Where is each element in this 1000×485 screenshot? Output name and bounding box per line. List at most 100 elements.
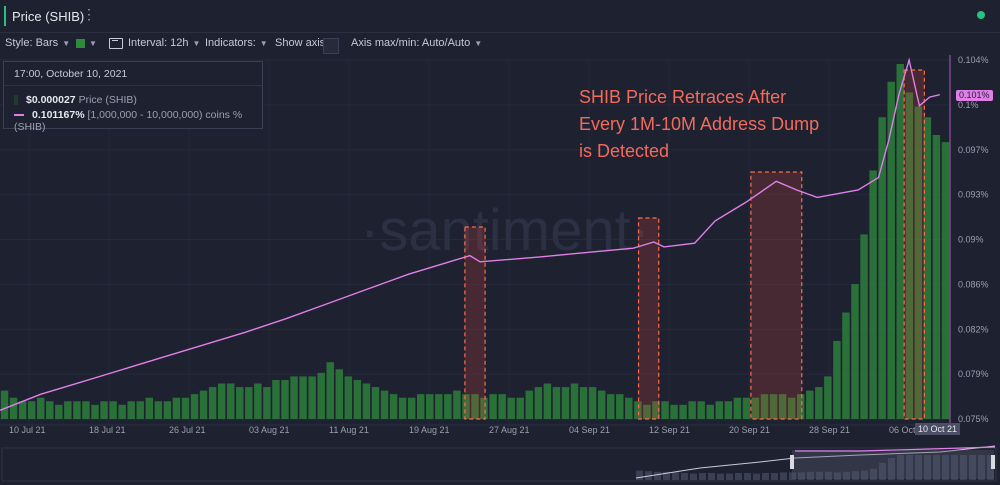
price-bar (489, 394, 497, 419)
price-bar (462, 394, 470, 419)
color-picker[interactable]: ▼ (76, 37, 97, 49)
x-axis-ticks: 10 Jul 21 18 Jul 21 26 Jul 21 03 Aug 21 11 A… (9, 425, 957, 435)
price-bar (715, 401, 724, 419)
x-tick-label: 10 Jul 21 (9, 425, 46, 435)
navigator-bar (915, 455, 922, 480)
price-bar (932, 135, 941, 419)
price-bar (91, 404, 99, 419)
axis-maxmin-label: Axis max/min: Auto/Auto (351, 37, 471, 49)
x-tick-label: 20 Sep 21 (729, 425, 770, 435)
x-tick-label: 28 Sep 21 (809, 425, 850, 435)
navigator-handle-left (790, 455, 794, 469)
navigator-bar (897, 455, 904, 480)
price-bar (136, 401, 144, 419)
axis-maxmin-dropdown[interactable]: Axis max/min: Auto/Auto ▼ (351, 37, 482, 49)
navigator-bar (681, 473, 688, 480)
kebab-icon[interactable]: ⋮ (82, 6, 96, 22)
price-bar (172, 397, 181, 419)
price-bar (498, 394, 506, 419)
price-bar (0, 390, 9, 419)
price-bar (145, 397, 154, 419)
calendar-icon (109, 37, 123, 49)
price-bar (516, 397, 524, 419)
navigator-bar (762, 473, 769, 480)
price-bar (163, 401, 172, 419)
price-bar (371, 387, 380, 419)
navigator-bar (744, 473, 751, 480)
navigator-bar (663, 471, 670, 480)
price-bar (525, 390, 534, 419)
x-tick-label: 12 Sep 21 (649, 425, 690, 435)
show-axis-toggle[interactable] (323, 38, 339, 54)
y-tick-label: 0.082% (958, 324, 989, 334)
price-bar (896, 64, 904, 419)
price-bar (724, 401, 733, 419)
legend-price-label: Price (SHIB) (78, 94, 137, 106)
navigator-bar (771, 473, 778, 480)
navigator-bar (969, 455, 976, 480)
price-bar (199, 390, 208, 419)
navigator-line (635, 445, 996, 479)
price-bar (444, 394, 452, 419)
price-bar (733, 397, 742, 419)
price-bar (778, 394, 787, 419)
price-bar (245, 387, 253, 419)
y-axis-ticks: 0.104% 0.1% 0.097% 0.093% 0.09% 0.086% 0.082% 0… (958, 55, 989, 424)
navigator-bar (789, 472, 796, 480)
price-bar (254, 383, 262, 419)
navigator-bar (825, 471, 832, 480)
price-bar (787, 397, 796, 419)
chevron-down-icon: ▼ (474, 39, 483, 48)
price-bar (36, 397, 45, 419)
x-tick-label: 27 Aug 21 (489, 425, 530, 435)
x-tick-label: 26 Jul 21 (169, 425, 206, 435)
price-bar (317, 372, 325, 419)
price-bar (652, 401, 660, 419)
price-bar (643, 404, 651, 419)
navigator-selected-line (795, 446, 996, 452)
annotation-line: is Detected (579, 141, 670, 161)
price-bar (579, 387, 588, 419)
x-tick-label: 18 Jul 21 (89, 425, 126, 435)
chevron-down-icon: ▼ (62, 39, 71, 48)
navigator-bar (933, 455, 940, 480)
price-bar (534, 387, 543, 419)
indicators-dropdown[interactable]: Indicators: ▼ (205, 37, 268, 49)
price-bar (299, 376, 307, 419)
price-bar (18, 401, 27, 419)
price-bar (625, 397, 633, 419)
x-tick-label: 03 Aug 21 (249, 425, 290, 435)
y-tick-label: 0.104% (958, 55, 989, 65)
color-swatch (76, 38, 85, 48)
price-bar (353, 379, 362, 419)
interval-dropdown[interactable]: Interval: 12h ▼ (109, 37, 200, 49)
price-bar (543, 383, 552, 419)
price-bar (335, 369, 344, 419)
highlight-box (903, 69, 925, 420)
style-dropdown[interactable]: Style: Bars ▼ (5, 37, 70, 49)
x-tick-label: 19 Aug 21 (409, 425, 450, 435)
navigator-selection (792, 450, 994, 479)
x-tick-label: 04 Sep 21 (569, 425, 610, 435)
price-bar (426, 394, 434, 419)
price-bar (806, 390, 814, 419)
status-indicator (977, 11, 985, 19)
price-bar (308, 376, 316, 419)
line-series-icon (14, 114, 24, 117)
price-bar (236, 387, 244, 419)
price-bar (471, 394, 479, 419)
navigator-bar (753, 473, 760, 480)
navigator-bar (942, 455, 949, 480)
price-bar (914, 106, 923, 419)
chart-title[interactable]: Price (SHIB) (4, 6, 90, 26)
price-bar (453, 390, 461, 419)
legend-coins-value: 0.101167% (32, 109, 85, 121)
price-bar (263, 387, 271, 419)
y-tick-label: 0.09% (958, 235, 984, 245)
price-bar (100, 401, 108, 419)
price-bar (9, 397, 18, 419)
price-bar (27, 401, 36, 419)
navigator-bar (843, 471, 850, 480)
price-bar (561, 387, 570, 419)
